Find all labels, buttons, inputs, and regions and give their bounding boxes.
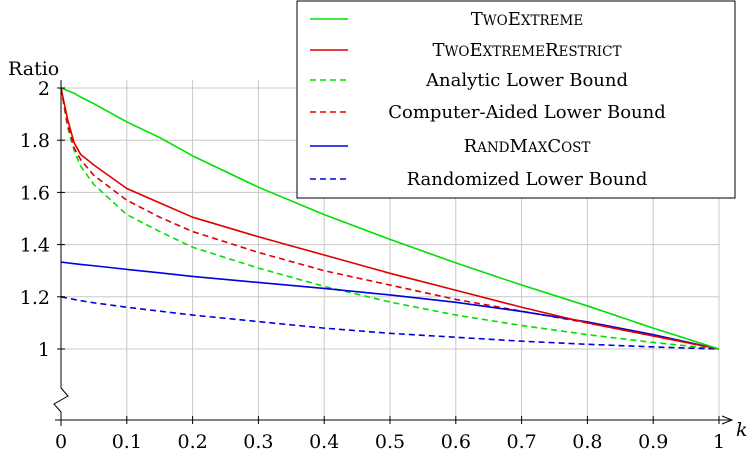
y-tick-label: 1.6 — [20, 182, 50, 204]
legend-box — [296, 0, 736, 199]
legend-label-twoextreme: TWOEXTREME — [471, 9, 583, 30]
legend-label-randomized: Randomized Lower Bound — [407, 169, 648, 190]
series-line-randmaxcost — [60, 261, 720, 350]
legend-label-randmaxcost: RANDMAXCOST — [464, 136, 591, 157]
legend-label-analytic: Analytic Lower Bound — [425, 70, 628, 91]
y-axis-title: Ratio — [8, 58, 59, 80]
x-tick-label: 1 — [713, 431, 725, 453]
y-tick-label: 1.4 — [20, 235, 50, 257]
legend-label-computer-aided: Computer-Aided Lower Bound — [388, 102, 666, 123]
y-tick-label: 1.2 — [20, 287, 50, 309]
y-axis-break-icon — [53, 387, 69, 413]
x-tick-label: 0.9 — [638, 431, 668, 453]
x-axis-title: k — [736, 419, 748, 441]
x-tick-label: 0.2 — [177, 431, 207, 453]
x-tick-label: 0 — [55, 431, 67, 453]
series-line-analytic — [60, 87, 720, 350]
x-tick-label: 0.5 — [375, 431, 405, 453]
x-tick-label: 0.3 — [243, 431, 273, 453]
x-tick-label: 0.1 — [112, 431, 142, 453]
x-tick-label: 0.4 — [309, 431, 339, 453]
tick-labels: 0 0.1 0.2 0.3 0.4 0.5 0.6 0.7 0.8 0.9 1 1 1.2 1.4 1.6 1… — [20, 78, 725, 453]
series-line-twoextreme — [60, 87, 720, 350]
x-tick-label: 0.8 — [572, 431, 602, 453]
series-line-twoextremerestrict — [60, 87, 720, 350]
y-tick-label: 1 — [38, 339, 50, 361]
y-tick-label: 1.8 — [20, 130, 50, 152]
y-tick-label: 2 — [38, 78, 50, 100]
x-axis-arrow-icon — [721, 415, 734, 425]
x-tick-label: 0.6 — [441, 431, 471, 453]
axes — [53, 80, 734, 426]
legend: TWOEXTREME TWOEXTREMERESTRICT Analytic Low… — [296, 0, 736, 199]
series-layer — [60, 87, 720, 350]
series-line-randomized — [60, 296, 720, 350]
x-tick-label: 0.7 — [506, 431, 536, 453]
legend-label-twoextremerestrict: TWOEXTREMERESTRICT — [433, 40, 622, 61]
